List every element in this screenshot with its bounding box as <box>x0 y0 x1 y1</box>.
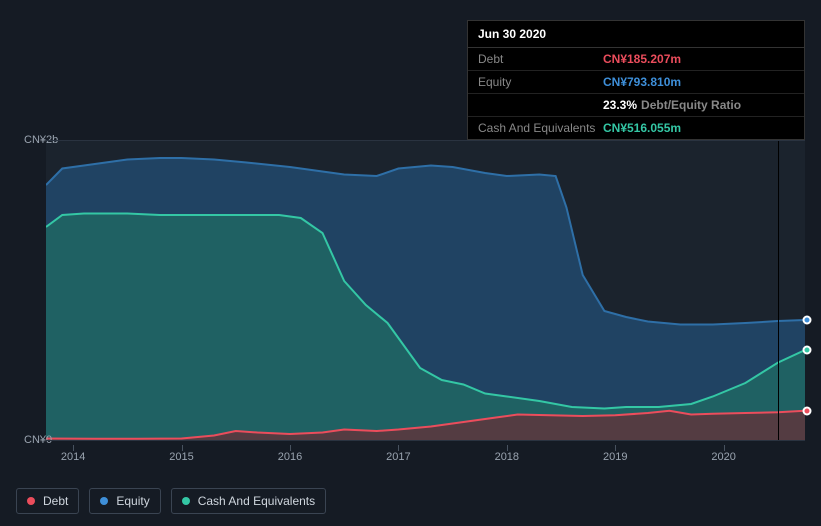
chart-legend: Debt Equity Cash And Equivalents <box>16 488 326 514</box>
chart-plot-area[interactable] <box>46 140 805 440</box>
chart-tooltip: Jun 30 2020 DebtCN¥185.207mEquityCN¥793.… <box>467 20 805 140</box>
series-end-marker <box>803 316 812 325</box>
tooltip-row-value: CN¥185.207m <box>603 52 681 66</box>
x-axis-label: 2016 <box>278 451 302 463</box>
tooltip-row-value: CN¥516.055m <box>603 121 681 135</box>
legend-item[interactable]: Cash And Equivalents <box>171 488 326 514</box>
series-end-marker <box>803 346 812 355</box>
chart-svg <box>46 140 805 440</box>
series-end-marker <box>803 406 812 415</box>
x-axis-label: 2014 <box>61 451 85 463</box>
tooltip-row: 23.3%Debt/Equity Ratio <box>468 94 804 117</box>
tooltip-row: EquityCN¥793.810m <box>468 71 804 94</box>
tooltip-row-value: CN¥793.810m <box>603 75 681 89</box>
x-axis-label: 2017 <box>386 451 410 463</box>
gridline <box>46 140 805 141</box>
legend-dot-icon <box>27 497 35 505</box>
tooltip-row-value: 23.3%Debt/Equity Ratio <box>603 98 741 112</box>
tooltip-row: DebtCN¥185.207m <box>468 48 804 71</box>
legend-label: Equity <box>116 494 149 508</box>
x-axis-label: 2019 <box>603 451 627 463</box>
tooltip-row: Cash And EquivalentsCN¥516.055m <box>468 117 804 139</box>
x-axis: 2014 2015 2016 2017 2018 2019 2020 <box>46 445 805 465</box>
tooltip-row-label: Debt <box>478 52 603 66</box>
legend-label: Cash And Equivalents <box>198 494 315 508</box>
tooltip-row-label: Cash And Equivalents <box>478 121 603 135</box>
chart-hover-line <box>778 140 779 440</box>
tooltip-row-label: Equity <box>478 75 603 89</box>
x-axis-label: 2020 <box>711 451 735 463</box>
legend-dot-icon <box>182 497 190 505</box>
legend-item[interactable]: Equity <box>89 488 160 514</box>
legend-item[interactable]: Debt <box>16 488 79 514</box>
tooltip-date: Jun 30 2020 <box>468 21 804 48</box>
legend-label: Debt <box>43 494 68 508</box>
x-axis-label: 2018 <box>495 451 519 463</box>
legend-dot-icon <box>100 497 108 505</box>
tooltip-row-label <box>478 98 603 112</box>
gridline <box>46 440 805 441</box>
x-axis-label: 2015 <box>169 451 193 463</box>
